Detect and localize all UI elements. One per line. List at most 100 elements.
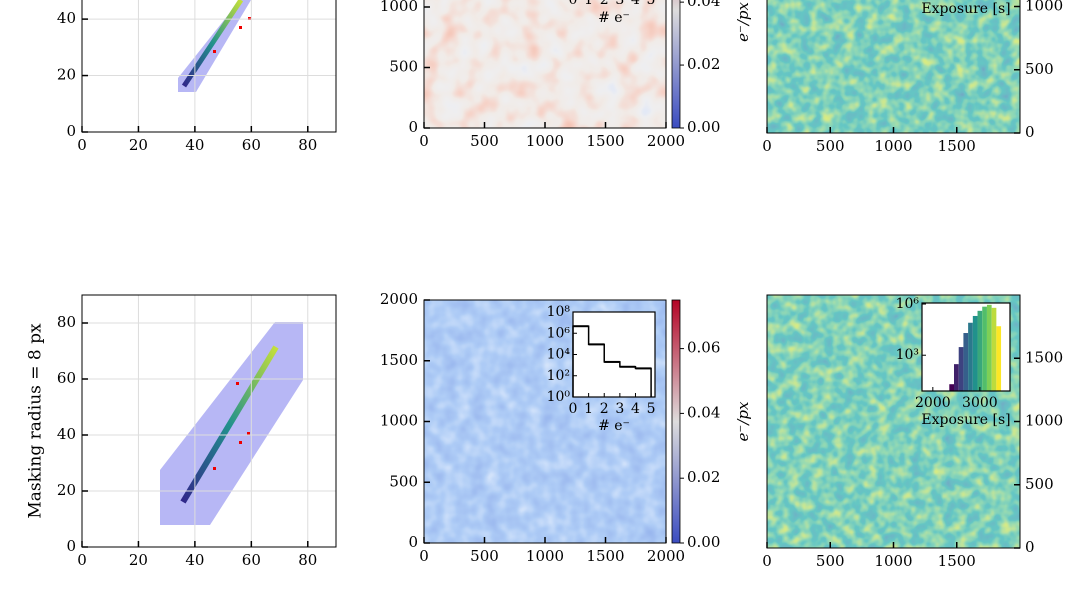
streak — [180, 345, 279, 504]
y-tick-label: 40 — [57, 9, 76, 27]
inset-x-tick-label: 0 — [569, 401, 578, 417]
y-tick-label: 2000 — [380, 290, 418, 308]
y-tick-label: 40 — [57, 425, 76, 443]
colorbar-tick-label: 0.00 — [687, 118, 720, 136]
y-axis-label: Masking radius = 8 px — [26, 323, 46, 519]
y-tick-label: 500 — [389, 58, 418, 76]
hot-pixel — [239, 26, 242, 29]
inset-x-tick-label: 1 — [584, 401, 593, 417]
histogram-bar — [996, 326, 1002, 391]
hot-pixel — [248, 17, 251, 20]
y-tick-label: 20 — [57, 481, 76, 499]
x-tick-label: 0 — [762, 552, 772, 570]
inset-y-tick-label: 10² — [547, 368, 570, 384]
axes-frame — [81, 0, 337, 133]
inset-x-tick-label: 3 — [615, 401, 624, 417]
x-tick-label: 500 — [816, 552, 845, 570]
inset-y-tick-label: 10⁶ — [547, 325, 571, 341]
inset-frame — [921, 302, 1011, 392]
y-tick-label: 500 — [389, 472, 418, 490]
colorbar-tick-label: 0.00 — [687, 533, 720, 551]
inset-background — [573, 312, 655, 397]
y-tick-label: 0 — [1025, 538, 1035, 556]
inset-x-label: Exposure [s] — [921, 412, 1010, 428]
x-tick-label: 0 — [77, 551, 87, 569]
inset-y-tick-label: 10⁶ — [896, 296, 920, 312]
axes-frame — [423, 299, 667, 544]
axes-frame — [766, 0, 1021, 134]
colorbar-label: e⁻/px — [734, 1, 752, 41]
inset-x-tick-label: 5 — [647, 0, 656, 8]
inset-x-tick-label: 2 — [600, 0, 609, 8]
histogram-bar — [949, 384, 954, 391]
y-tick-label: 60 — [57, 369, 76, 387]
hot-pixel — [236, 382, 239, 385]
inset-y-tick-label: 10⁴ — [547, 347, 571, 363]
x-tick-label: 1500 — [586, 132, 624, 150]
y-tick-label: 0 — [66, 537, 76, 555]
histogram-bar — [991, 307, 997, 391]
y-tick-label: 1500 — [380, 351, 418, 369]
x-tick-label: 1000 — [526, 547, 564, 565]
x-tick-label: 80 — [298, 136, 317, 154]
hot-pixel — [247, 432, 250, 435]
colorbar-tick-label: 0.06 — [687, 339, 720, 357]
histogram-bar — [982, 306, 987, 391]
x-tick-label: 40 — [185, 136, 204, 154]
inset-x-tick-label: 4 — [631, 0, 640, 8]
histogram-bar — [968, 322, 973, 391]
inset-x-tick-label: 2000 — [915, 395, 951, 411]
streak — [181, 0, 244, 88]
inset: 10⁰ 10² 10⁴ 10⁶ 10⁸ 0 1 2 3 4 5 # e⁻ — [547, 304, 656, 434]
inset-x-tick-label: 4 — [631, 401, 640, 417]
y-tick-label: 0 — [408, 533, 418, 551]
colorbar-label: e⁻/px — [734, 401, 752, 441]
image — [424, 0, 666, 128]
colorbar — [671, 299, 681, 544]
colorbar — [671, 0, 681, 129]
histogram-bar — [977, 310, 983, 391]
inset-x-tick-label: 1 — [584, 0, 593, 8]
x-tick-label: 60 — [242, 136, 261, 154]
x-tick-label: 0 — [419, 132, 429, 150]
inset-x-tick-label: 0 — [569, 0, 578, 8]
x-tick-label: 2000 — [647, 547, 685, 565]
colorbar-tick-label: 0.02 — [687, 468, 720, 486]
inset-x-tick-label: 2 — [600, 401, 609, 417]
x-tick-label: 60 — [242, 551, 261, 569]
inset-x-tick-label: 3000 — [962, 395, 998, 411]
y-tick-label: 0 — [1025, 123, 1035, 141]
x-tick-label: 0 — [419, 547, 429, 565]
axes-frame — [81, 294, 337, 548]
y-tick-label: 80 — [57, 313, 76, 331]
hot-pixel — [213, 50, 216, 53]
y-tick-label: 1500 — [1025, 348, 1063, 366]
colorbar-tick-label: 0.02 — [687, 55, 720, 73]
inset-x-tick-label: 3 — [615, 0, 624, 8]
x-tick-label: 2000 — [647, 132, 685, 150]
axes-frame — [423, 0, 667, 129]
histogram-outline — [572, 325, 652, 397]
inset-x-label: # e⁻ — [598, 10, 630, 26]
x-tick-label: 20 — [129, 551, 148, 569]
histogram-bar — [972, 315, 978, 391]
image — [767, 0, 1020, 133]
inset-x-tick-label: 5 — [647, 401, 656, 417]
y-tick-label: 500 — [1025, 60, 1054, 78]
x-tick-label: 0 — [77, 136, 87, 154]
y-tick-label: 0 — [66, 122, 76, 140]
x-tick-label: 20 — [129, 136, 148, 154]
x-tick-label: 500 — [816, 137, 845, 155]
x-tick-label: 1000 — [526, 132, 564, 150]
x-tick-label: 1500 — [938, 137, 976, 155]
colorbar-tick-label: 0.04 — [687, 403, 720, 421]
inset-x-label: Exposure [s] — [921, 1, 1010, 17]
y-tick-label: 500 — [1025, 475, 1054, 493]
inset-x-label: # e⁻ — [598, 418, 630, 434]
y-tick-label: 1000 — [380, 0, 418, 15]
y-tick-label: 1000 — [1025, 412, 1063, 430]
x-tick-label: 1000 — [874, 137, 912, 155]
histogram-bar — [963, 333, 969, 391]
